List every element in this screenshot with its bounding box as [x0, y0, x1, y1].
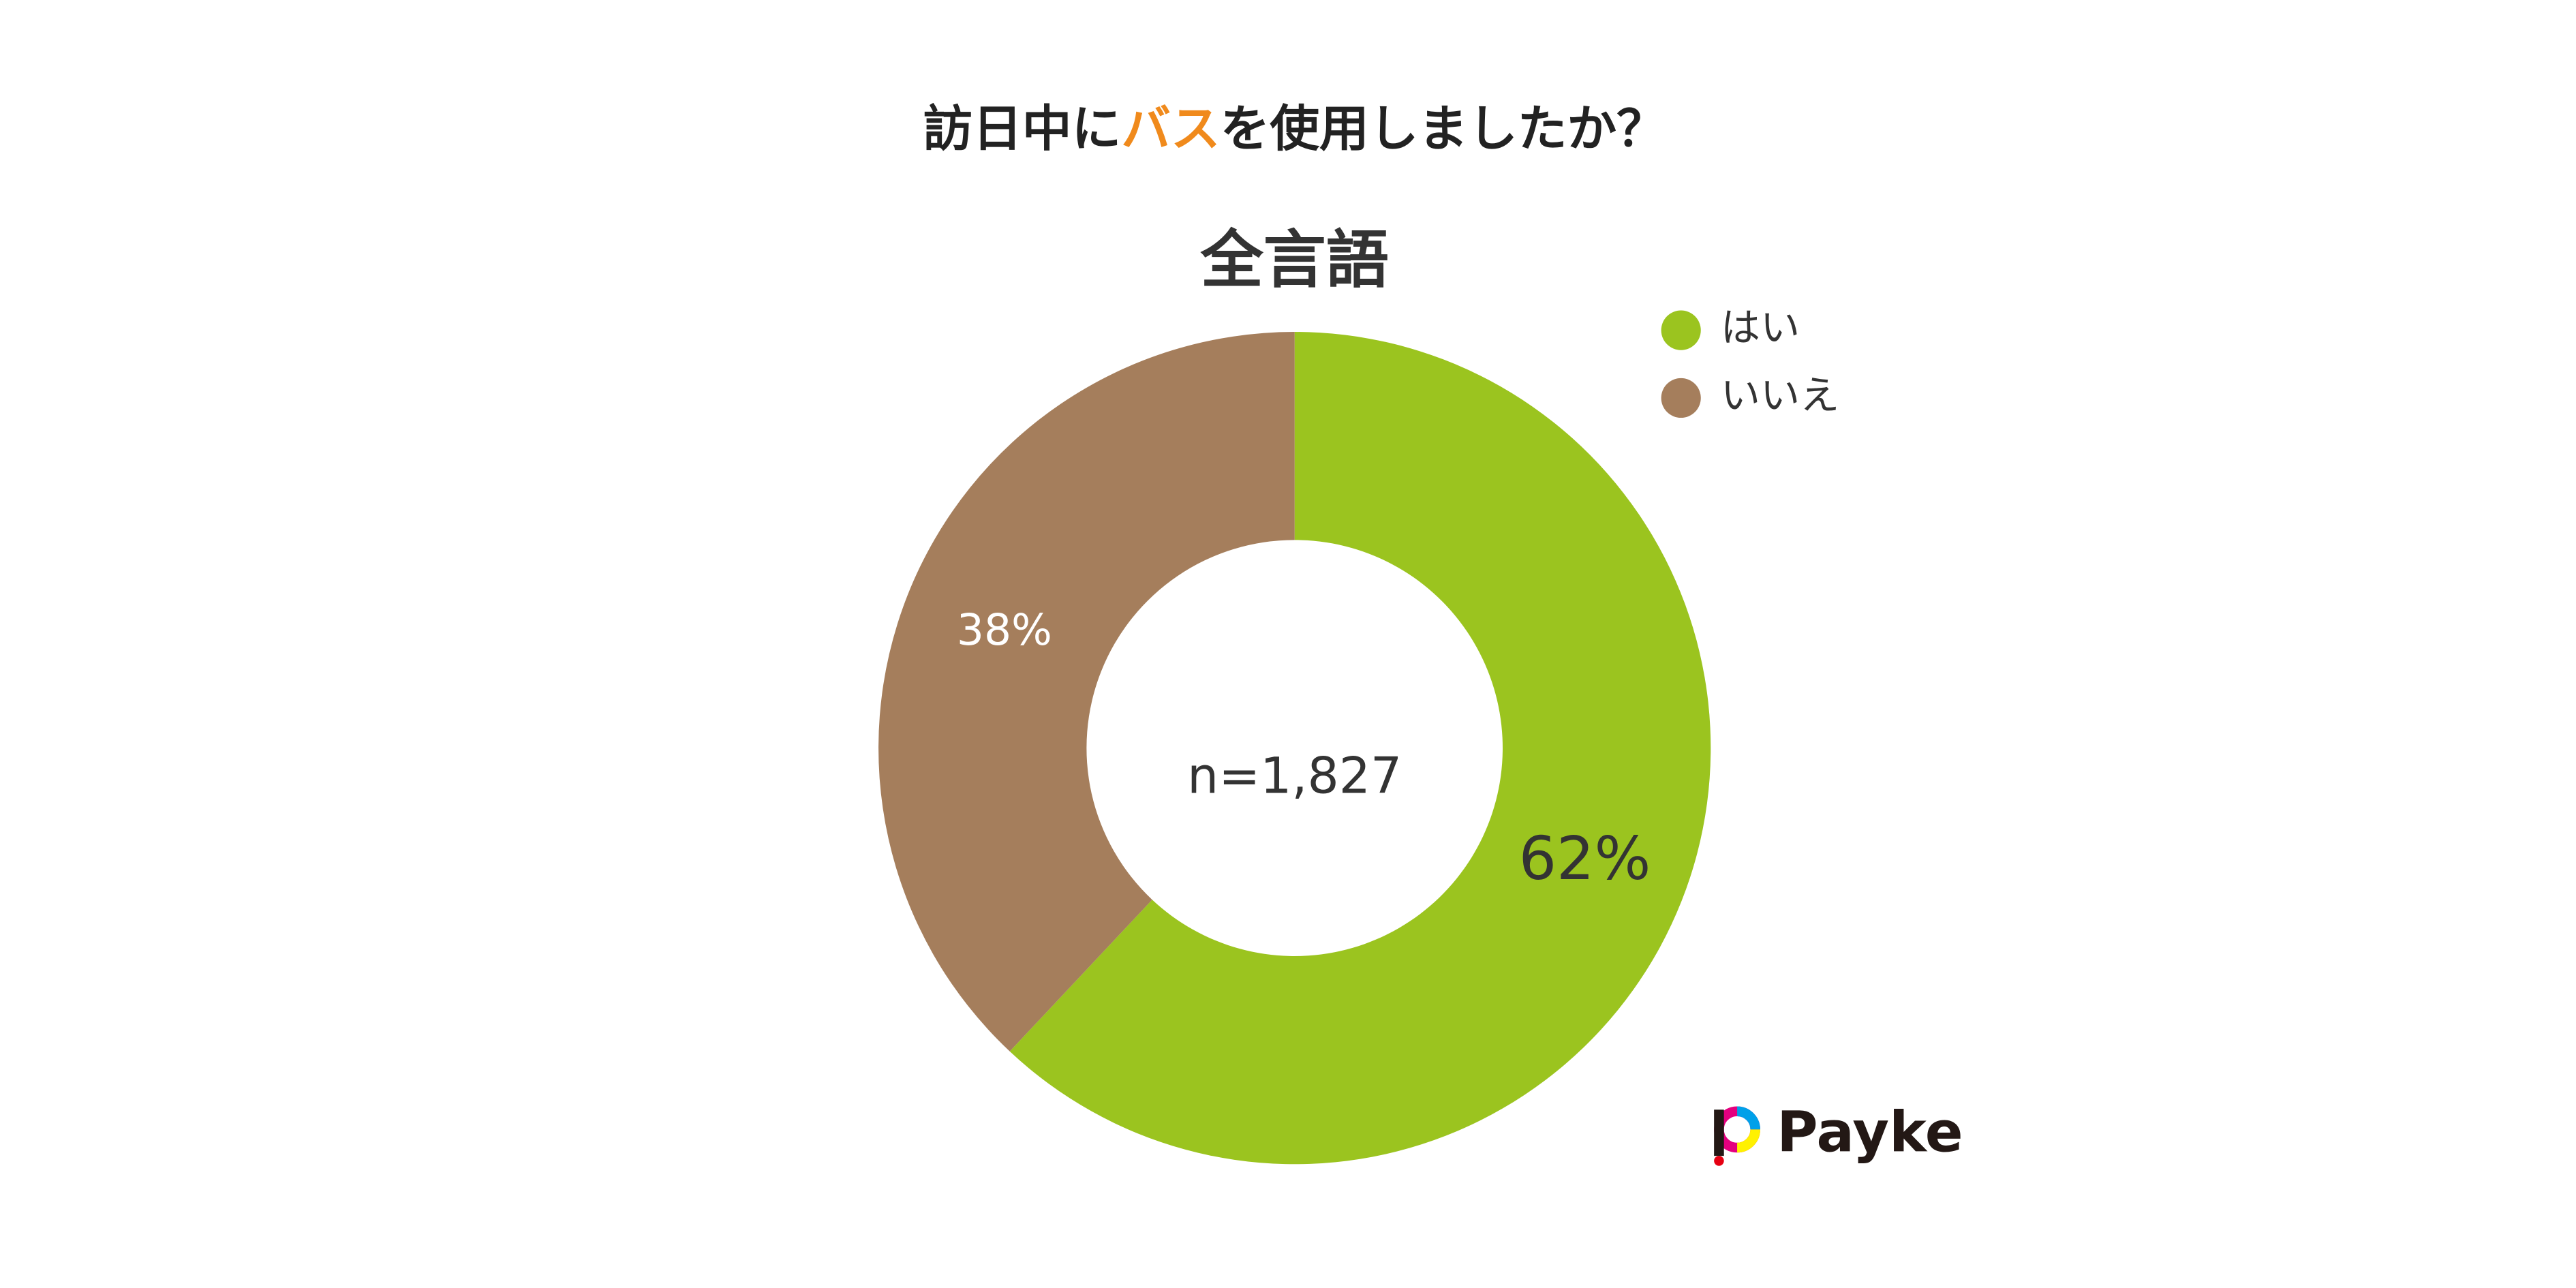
slice	[1009, 332, 1711, 1165]
logo-stem	[1714, 1109, 1724, 1156]
legend-label: はい	[1721, 305, 1800, 351]
logo-text: Payke	[1777, 1101, 1963, 1165]
logo: Payke	[1714, 1101, 1963, 1166]
logo-dot	[1714, 1156, 1724, 1166]
legend-swatch	[1661, 378, 1701, 418]
legend-swatch	[1661, 310, 1701, 350]
legend-label: いいえ	[1721, 372, 1839, 418]
donut: 62% 38%	[878, 332, 1711, 1165]
data-label: 38%	[957, 605, 1052, 655]
logo-ring	[1736, 1129, 1760, 1153]
title-highlight: バス	[1121, 101, 1220, 158]
data-label: 62%	[1519, 824, 1651, 893]
chart-title: 訪日中にバスを使用しましたか？	[923, 101, 1666, 158]
annotation: n=1,827	[1187, 748, 1402, 806]
slice	[878, 332, 1295, 1052]
chart-subtitle: 全言語	[1200, 224, 1389, 296]
logo-ring	[1736, 1106, 1760, 1130]
title-part: 訪日中に	[923, 101, 1122, 158]
title-part: を使用しましたか？	[1221, 101, 1666, 158]
